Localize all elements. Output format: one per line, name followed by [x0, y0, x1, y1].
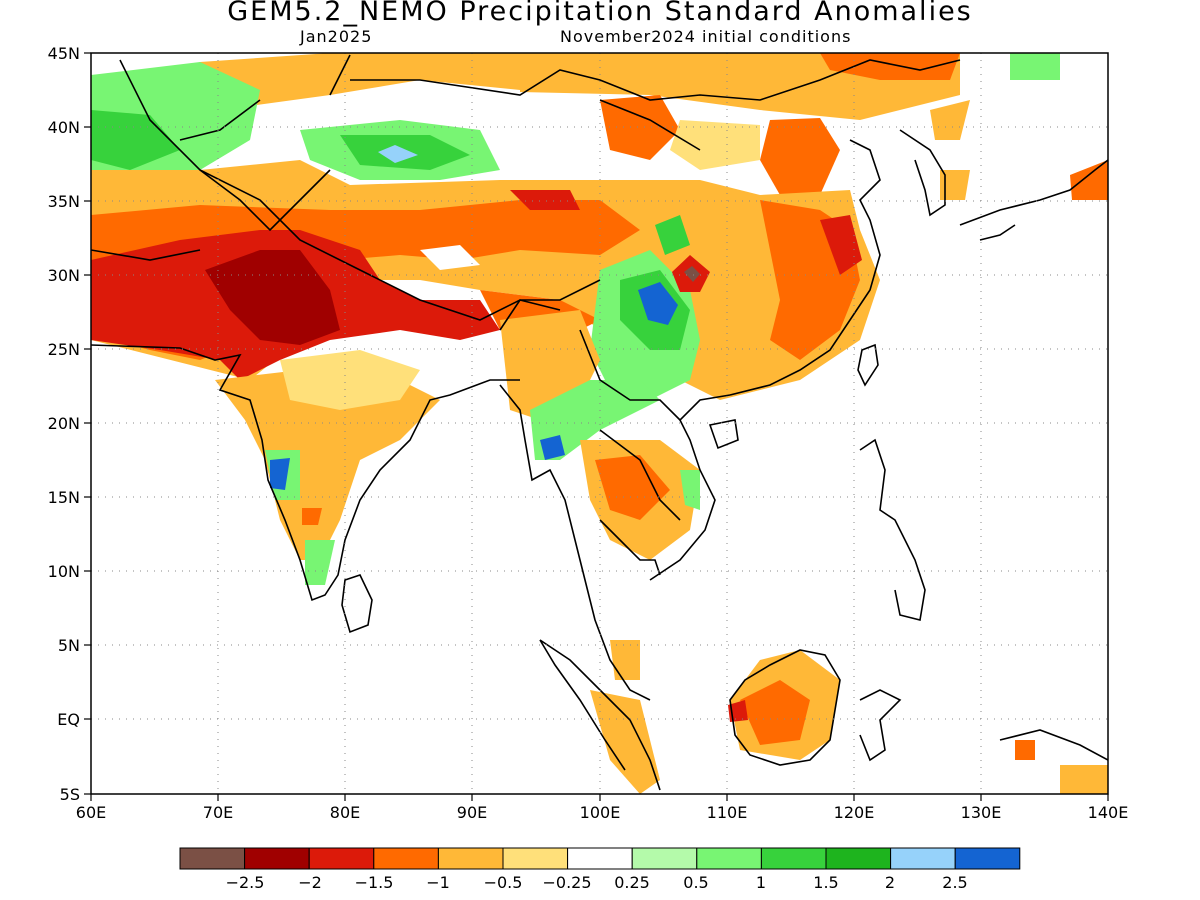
legend-label: 1	[756, 873, 766, 892]
anomaly-region	[820, 215, 862, 275]
anomaly-region	[680, 470, 700, 510]
anomaly-region	[590, 690, 660, 794]
lon-label: 60E	[76, 803, 106, 822]
lat-label: 5N	[58, 636, 80, 655]
anomaly-region	[205, 250, 340, 345]
anomaly-region	[280, 350, 420, 410]
anomaly-region	[670, 120, 760, 170]
legend-label: −2.5	[226, 873, 265, 892]
legend-swatch	[244, 847, 310, 870]
anomaly-region	[820, 53, 960, 80]
anomaly-region	[940, 170, 970, 200]
lat-label: 30N	[48, 266, 80, 285]
anomaly-region	[638, 282, 678, 325]
legend-swatch	[631, 847, 698, 870]
legend-swatch	[308, 847, 375, 870]
legend-label: −0.25	[542, 873, 591, 892]
lon-label: 120E	[834, 803, 875, 822]
anomaly-region	[740, 680, 810, 745]
anomaly-region	[91, 53, 960, 120]
anomaly-region	[215, 370, 440, 560]
lat-label: 20N	[48, 414, 80, 433]
lat-label: 35N	[48, 192, 80, 211]
legend-label: 0.5	[683, 873, 708, 892]
anomaly-region	[530, 380, 660, 460]
coastlines	[91, 54, 1108, 791]
legend-swatch	[437, 847, 504, 870]
lon-label: 70E	[203, 803, 233, 822]
legend-label: 2	[885, 873, 895, 892]
anomaly-region	[595, 455, 670, 520]
legend-swatch	[825, 847, 892, 870]
anomaly-region	[302, 508, 322, 525]
lat-label: EQ	[57, 710, 80, 729]
lon-label: 140E	[1088, 803, 1129, 822]
forecast-month: Jan2025	[300, 27, 373, 46]
anomaly-region	[510, 190, 580, 210]
lat-label: 45N	[48, 44, 80, 63]
legend-label: 2.5	[942, 873, 967, 892]
legend-label: 1.5	[813, 873, 838, 892]
lon-tick-labels: 60E 70E 80E 90E 100E 110E 120E 130E 140E	[76, 803, 1129, 822]
lon-label: 80E	[330, 803, 360, 822]
anomaly-region	[270, 458, 290, 490]
anomaly-region	[91, 110, 180, 170]
anomaly-region	[305, 540, 335, 585]
anomaly-region	[655, 215, 690, 255]
lon-label: 100E	[580, 803, 621, 822]
anomaly-region	[760, 118, 840, 195]
lat-label: 5S	[60, 785, 80, 804]
lat-tick-labels: 45N 40N 35N 30N 25N 20N 15N 10N 5N EQ 5S	[48, 44, 80, 804]
lon-label: 90E	[457, 803, 487, 822]
lon-label: 110E	[707, 803, 748, 822]
lon-label: 130E	[961, 803, 1002, 822]
anomaly-region	[600, 95, 680, 160]
axis-ticks	[84, 52, 1109, 801]
legend-swatch	[179, 847, 246, 870]
legend-label: −0.5	[484, 873, 523, 892]
anomaly-region	[1010, 53, 1060, 80]
anomaly-region	[420, 245, 480, 270]
anomaly-region	[930, 100, 970, 140]
anomaly-region	[684, 266, 700, 282]
anomaly-region	[1070, 160, 1108, 200]
anomaly-region	[378, 145, 418, 163]
legend-label: −1.5	[355, 873, 394, 892]
legend-swatches	[179, 847, 1021, 870]
legend-label: 0.25	[614, 873, 650, 892]
legend-swatch	[954, 847, 1021, 870]
legend-label: −1	[426, 873, 450, 892]
legend-swatch	[502, 847, 569, 870]
legend-swatch	[567, 847, 633, 870]
anomaly-region	[1015, 740, 1035, 760]
legend-swatch	[890, 847, 956, 870]
anomaly-region	[540, 435, 565, 460]
legend-swatch	[696, 847, 762, 870]
lat-label: 15N	[48, 488, 80, 507]
initial-conditions: November2024 initial conditions	[560, 27, 852, 46]
lat-label: 25N	[48, 340, 80, 359]
legend-swatch	[760, 847, 827, 870]
anomaly-region	[1060, 765, 1108, 794]
lat-label: 40N	[48, 118, 80, 137]
legend-label: −2	[298, 873, 322, 892]
lat-label: 10N	[48, 562, 80, 581]
grid-lines	[91, 53, 1108, 794]
legend-labels: −2.5 −2 −1.5 −1 −0.5 −0.25 0.25 0.5 1 1.…	[226, 873, 968, 892]
legend-swatch	[373, 847, 439, 870]
chart-title: GEM5.2_NEMO Precipitation Standard Anoma…	[227, 0, 973, 27]
anomaly-field	[91, 53, 1108, 794]
